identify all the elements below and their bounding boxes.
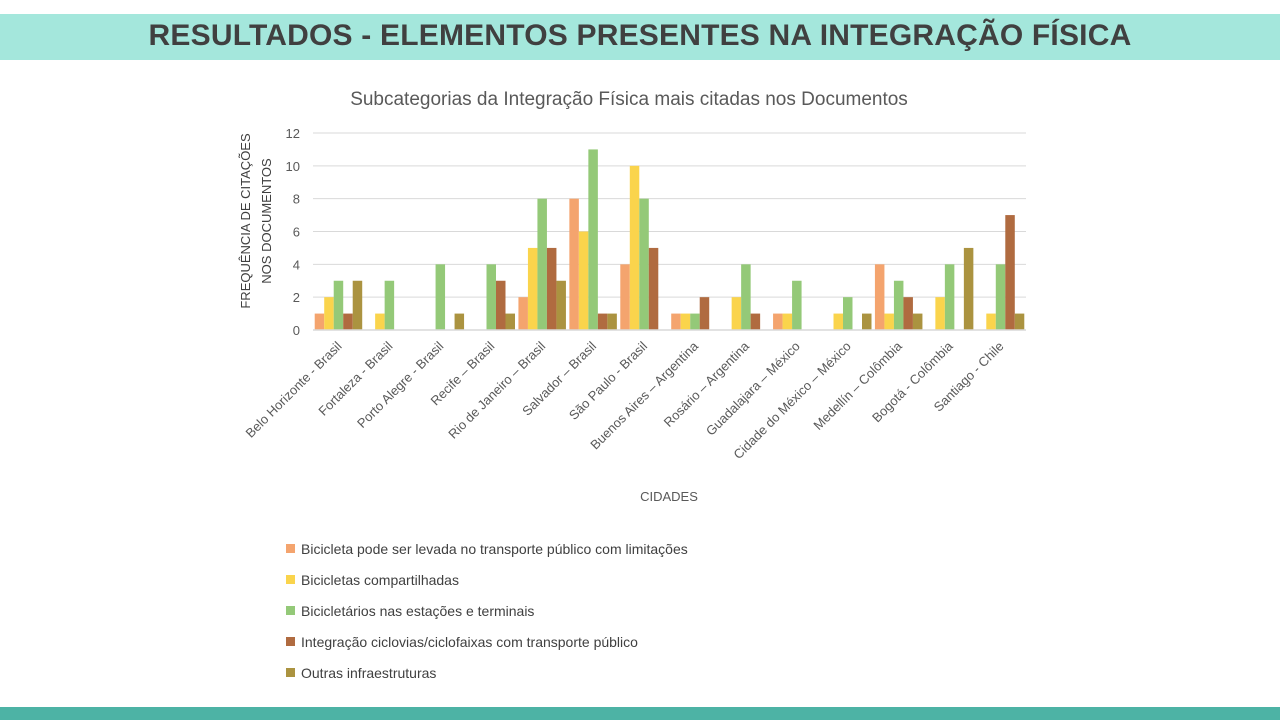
x-tick-label: Medellín – Colômbia xyxy=(810,338,905,433)
bar xyxy=(862,313,872,330)
y-axis-label-line-1: FREQUÊNCIA DE CITAÇÕES xyxy=(238,133,253,309)
legend-item: Bicicletas compartilhadas xyxy=(286,564,688,595)
legend-item: Integração ciclovias/ciclofaixas com tra… xyxy=(286,626,688,657)
bar xyxy=(690,313,700,330)
bar xyxy=(527,247,538,330)
bar xyxy=(352,280,363,330)
bar xyxy=(505,313,515,330)
y-axis-ticks: 0 2 4 6 8 10 12 xyxy=(286,126,300,338)
y-tick-label: 4 xyxy=(293,257,300,272)
bar xyxy=(833,313,843,330)
bar xyxy=(963,247,974,330)
bar xyxy=(995,264,1006,330)
bar xyxy=(324,297,334,330)
bar xyxy=(944,264,955,330)
bar xyxy=(375,313,385,330)
legend-label: Bicicletários nas estações e terminais xyxy=(301,602,535,619)
bar xyxy=(518,297,528,330)
bar xyxy=(546,247,557,330)
bar xyxy=(496,280,506,330)
chart-title: Subcategorias da Integração Física mais … xyxy=(350,89,908,110)
bar xyxy=(782,313,793,330)
header-band xyxy=(0,14,1280,60)
legend-label: Outras infraestruturas xyxy=(301,664,437,681)
legend-swatch xyxy=(286,637,295,646)
legend-item: Bicicletários nas estações e terminais xyxy=(286,595,688,626)
bar xyxy=(843,297,853,330)
bar xyxy=(556,280,566,330)
bar xyxy=(629,165,640,330)
x-axis-label: CIDADES xyxy=(640,489,698,504)
bar xyxy=(435,264,446,330)
y-axis-label-line-2: NOS DOCUMENTOS xyxy=(259,158,274,284)
bar xyxy=(454,313,465,330)
legend-swatch xyxy=(286,544,295,553)
bar xyxy=(384,280,395,330)
y-tick-label: 0 xyxy=(293,323,300,338)
y-tick-label: 8 xyxy=(293,192,300,207)
page-title: RESULTADOS - ELEMENTOS PRESENTES NA INTE… xyxy=(148,19,1132,52)
x-tick-label: Guadalajara – México xyxy=(703,339,803,439)
y-tick-label: 10 xyxy=(286,159,300,174)
x-tick-label: Rosário – Argentina xyxy=(661,338,753,430)
bar xyxy=(314,313,325,330)
x-tick-label: Porto Alegre - Brasil xyxy=(354,338,446,430)
legend-item: Bicicleta pode ser levada no transporte … xyxy=(286,533,688,564)
legend-label: Integração ciclovias/ciclofaixas com tra… xyxy=(301,633,638,650)
bar xyxy=(903,297,913,330)
bar xyxy=(537,198,547,330)
bar xyxy=(893,280,904,330)
gridlines xyxy=(313,132,1026,298)
bar xyxy=(680,313,691,330)
legend-item: Outras infraestruturas xyxy=(286,657,688,688)
bar xyxy=(935,297,945,330)
bar xyxy=(792,280,802,330)
bar xyxy=(986,313,996,330)
bar xyxy=(741,264,751,330)
bars xyxy=(314,149,1025,330)
legend-swatch xyxy=(286,575,295,584)
y-tick-label: 2 xyxy=(293,290,300,305)
footer-band xyxy=(0,707,1280,720)
chart-legend: Bicicleta pode ser levada no transporte … xyxy=(286,533,688,688)
bar xyxy=(607,313,617,330)
bar xyxy=(912,313,923,330)
bar xyxy=(874,264,885,330)
bar xyxy=(578,231,589,330)
bar xyxy=(597,313,608,330)
bar xyxy=(648,247,659,330)
x-tick-label: Rio de Janeiro – Brasil xyxy=(445,338,548,441)
y-tick-label: 6 xyxy=(293,225,300,240)
legend-swatch xyxy=(286,668,295,677)
legend-swatch xyxy=(286,606,295,615)
bar xyxy=(731,297,742,330)
legend-label: Bicicleta pode ser levada no transporte … xyxy=(301,540,688,557)
bar xyxy=(1005,215,1015,330)
bar xyxy=(699,297,710,330)
bar xyxy=(569,198,579,330)
bar xyxy=(750,313,761,330)
bar xyxy=(620,264,630,330)
bar xyxy=(588,149,598,330)
bar xyxy=(671,313,681,330)
bar xyxy=(639,198,649,330)
bar xyxy=(1014,313,1025,330)
y-tick-label: 12 xyxy=(286,126,300,141)
legend-label: Bicicletas compartilhadas xyxy=(301,571,459,588)
bar xyxy=(773,313,783,330)
bar xyxy=(486,264,496,330)
bar xyxy=(343,313,353,330)
bar xyxy=(333,280,344,330)
x-tick-label: Belo Horizonte - Brasil xyxy=(243,338,345,440)
bar xyxy=(884,313,894,330)
